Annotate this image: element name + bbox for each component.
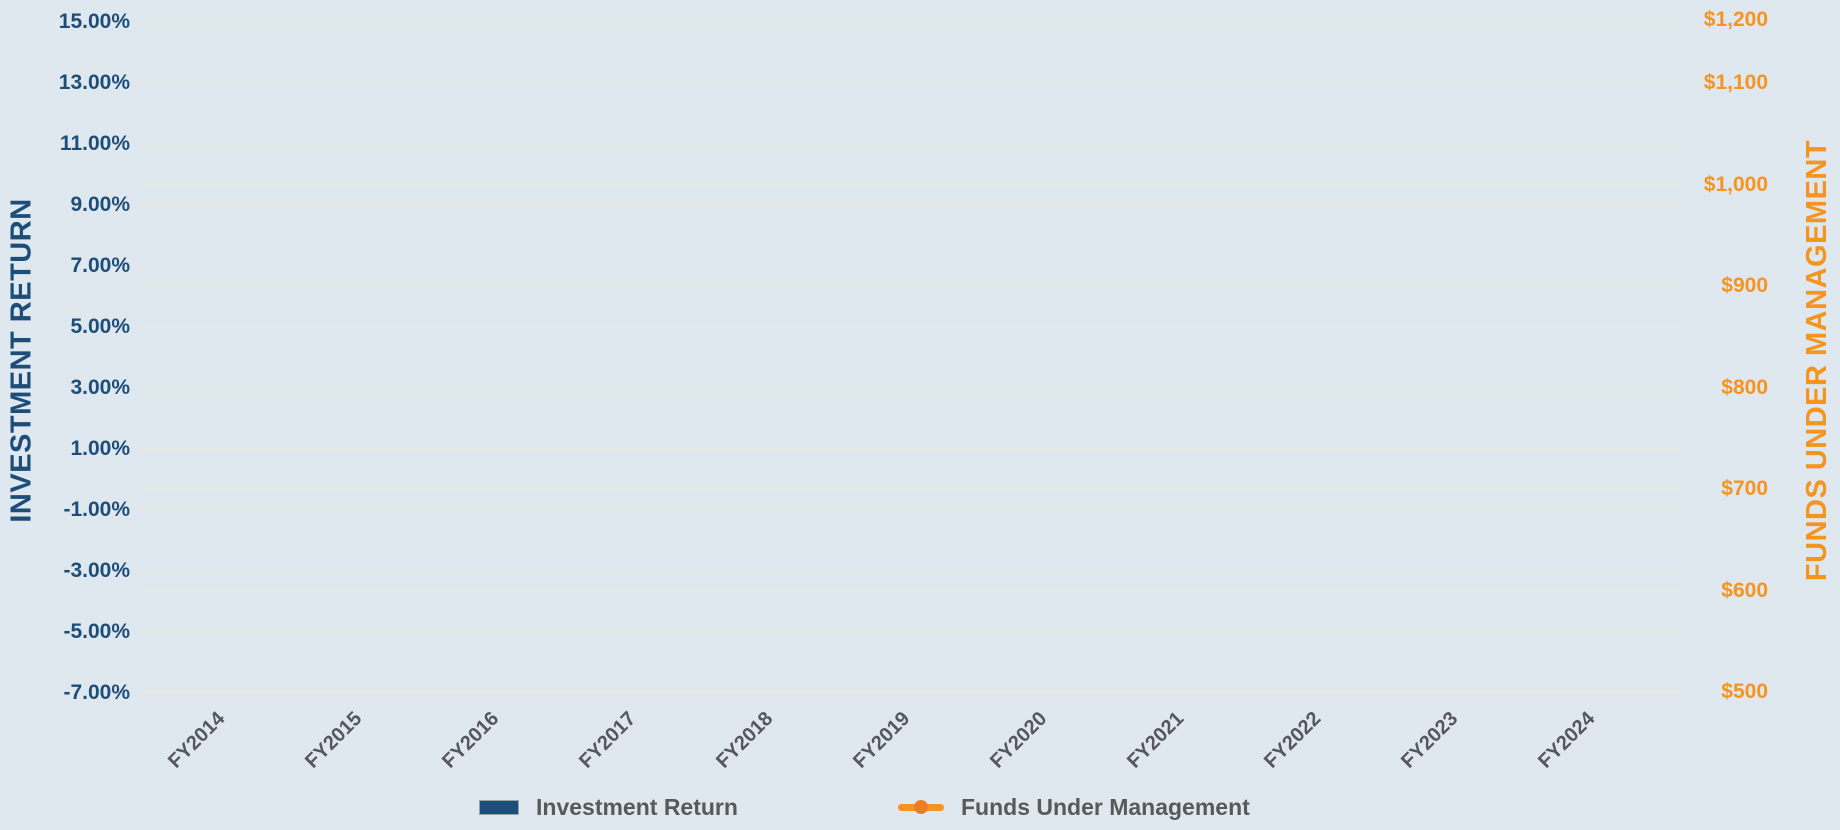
gridline	[140, 285, 1682, 287]
right-axis-tick-label: $1,200	[1703, 8, 1768, 31]
left-axis-tick-label: -1.00%	[63, 498, 130, 521]
right-axis-tick-label: $1,100	[1703, 71, 1768, 94]
gridline	[140, 509, 1682, 511]
right-axis-tick-label: $1,000	[1703, 172, 1768, 196]
gridline	[140, 448, 1682, 450]
x-axis-tick: FY2022	[1225, 698, 1362, 782]
bar-swatch-icon	[479, 799, 519, 815]
gridline	[140, 570, 1682, 572]
x-axis-tick: FY2021	[1088, 698, 1225, 782]
legend-item-investment-return[interactable]: Investment Return	[479, 793, 738, 821]
line-marker-dot-icon	[914, 800, 928, 814]
left-axis-tick-label: -7.00%	[63, 681, 130, 704]
x-axis-tick-label: FY2020	[986, 707, 1052, 773]
left-axis-tick-label: 13.00%	[58, 71, 130, 94]
right-axis-tick-label: $500	[1721, 680, 1768, 703]
left-axis-tick-label: 11.00%	[59, 132, 130, 155]
left-axis-tick-label: 5.00%	[70, 315, 130, 338]
x-axis-tick-labels: FY2014 FY2015 FY2016 FY2017 FY2018 FY2019 FY20…	[128, 698, 1636, 782]
x-axis-tick: FY2016	[402, 698, 539, 782]
left-axis-tick-label: 7.00%	[70, 254, 130, 277]
gridline	[140, 143, 1682, 145]
legend-label: Investment Return	[536, 793, 738, 820]
gridline	[140, 488, 1682, 490]
right-axis-title-text: FUNDS UNDER MANAGEMENT	[1801, 139, 1834, 581]
gridline	[140, 386, 1682, 389]
gridline	[140, 265, 1682, 267]
x-axis-tick-label: FY2019	[849, 707, 915, 773]
left-axis-tick-label: -5.00%	[63, 620, 130, 643]
line-marker-icon	[898, 800, 944, 814]
x-axis-tick-label: FY2016	[437, 707, 503, 773]
x-axis-tick: FY2018	[676, 698, 813, 782]
right-axis-tick-label: $600	[1721, 578, 1768, 602]
x-axis-tick-label: FY2021	[1123, 707, 1189, 773]
right-axis-tick-label: $700	[1721, 477, 1768, 500]
x-axis-tick-label: FY2023	[1397, 707, 1463, 773]
x-axis-tick: FY2015	[265, 698, 402, 782]
x-axis-tick-label: FY2015	[300, 707, 366, 773]
gridline	[140, 589, 1682, 592]
x-axis-tick-label: FY2022	[1260, 707, 1326, 773]
gridline	[140, 326, 1682, 328]
left-axis-tick-label: 9.00%	[70, 193, 130, 216]
x-axis-tick-label: FY2017	[574, 707, 641, 773]
left-axis-tick-label: 15.00%	[58, 10, 130, 33]
legend-label: Funds Under Management	[961, 793, 1250, 820]
right-axis-tick-label: $900	[1721, 274, 1768, 297]
x-axis-tick-label: FY2014	[163, 707, 229, 773]
left-axis-tick-label: 3.00%	[70, 376, 130, 399]
x-axis-tick-label: FY2018	[712, 707, 778, 773]
x-axis-tick: FY2020	[951, 698, 1088, 782]
x-axis-tick: FY2019	[813, 698, 950, 782]
gridline	[140, 692, 1682, 694]
x-axis-tick: FY2014	[128, 698, 265, 782]
x-axis-tick: FY2017	[539, 698, 676, 782]
left-axis-tick-label: -3.00%	[63, 559, 130, 582]
x-axis-tick: FY2023	[1362, 698, 1499, 782]
right-axis-tick-label: $800	[1721, 375, 1768, 399]
gridline	[140, 82, 1682, 84]
gridline	[140, 691, 1682, 693]
legend-item-funds-under-management[interactable]: Funds Under Management	[898, 793, 1250, 821]
left-axis-tick-label: 1.00%	[70, 437, 130, 460]
gridline	[140, 631, 1682, 633]
gridline	[140, 21, 1682, 23]
gridline	[140, 204, 1682, 206]
left-axis-title-text: INVESTMENT RETURN	[5, 197, 38, 523]
gridline	[140, 183, 1682, 186]
x-axis-tick-label: FY2024	[1534, 707, 1600, 773]
x-axis-tick: FY2024	[1499, 698, 1636, 782]
